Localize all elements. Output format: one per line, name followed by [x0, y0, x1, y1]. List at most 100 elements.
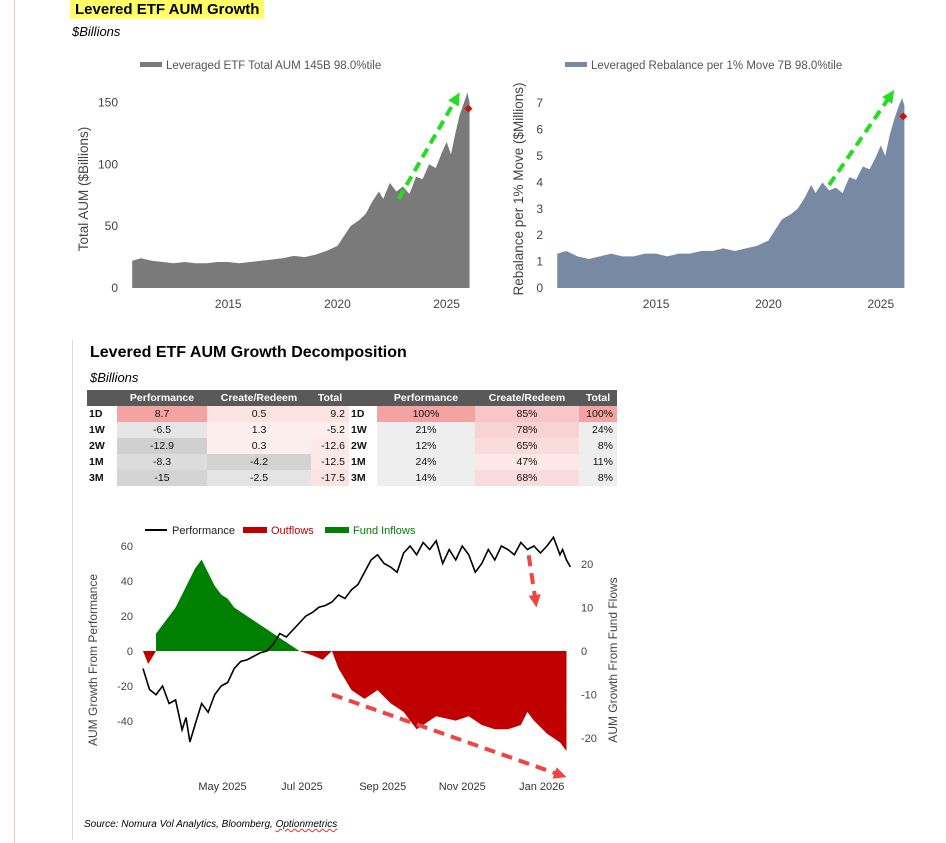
table-cell-cr: 0.5 — [207, 406, 311, 422]
source-note: Source: Nomura Vol Analytics, Bloomberg,… — [84, 819, 337, 830]
decomposition-table: Performance Create/Redeem Total Performa… — [87, 390, 617, 486]
table-cell-cr: 0.3 — [207, 438, 311, 454]
table-cell-perf: -12.9 — [117, 438, 207, 454]
fund-inflows-area — [156, 559, 300, 651]
x-tick-label: 2020 — [755, 297, 782, 311]
y-tick-label: -20 — [117, 681, 133, 693]
table-cell-pct-total: 8% — [579, 438, 617, 454]
table-row: 1W -6.5 1.3 -5.2 1W 21% 78% 24% — [87, 422, 617, 438]
y-axis-label: Total AUM ($Billions) — [76, 127, 91, 252]
y-axis-label: Rebalance per 1% Move ($Millions) — [511, 82, 526, 295]
aum-chart: Leveraged ETF Total AUM 145B 98.0%tile 0 5… — [76, 60, 473, 311]
x-tick-label: 2025 — [867, 297, 894, 311]
table-cell-label: 2W — [87, 438, 117, 454]
outflows-area — [143, 651, 567, 752]
table-cell-pct-perf: 21% — [377, 422, 475, 438]
table-cell-perf: -8.3 — [117, 454, 207, 470]
y2-tick-label: 10 — [581, 603, 593, 615]
trend-arrow — [827, 97, 891, 187]
legend-label-performance: Performance — [172, 525, 235, 537]
latest-marker — [464, 104, 473, 113]
page-edge-line — [14, 0, 15, 843]
y2-tick-label: 20 — [581, 559, 593, 571]
table-cell-pct-perf: 14% — [377, 470, 475, 486]
trend-arrow-head-0 — [528, 594, 541, 608]
header-cell: Total — [579, 390, 617, 406]
y2-axis-label: AUM Growth From Fund Flows — [606, 577, 620, 742]
y-tick-label: 50 — [105, 219, 119, 233]
y-tick-label: 7 — [536, 96, 543, 110]
decomposition-title: Levered ETF AUM Growth Decomposition — [90, 344, 407, 361]
table-cell-pct-cr: 47% — [475, 454, 579, 470]
table-cell-label: 1D — [87, 406, 117, 422]
table-cell-pct-total: 8% — [579, 470, 617, 486]
table-row: 3M -15 -2.5 -17.5 3M 14% 68% 8% — [87, 470, 617, 486]
y-tick-label: -40 — [117, 716, 133, 728]
x-tick-label: Sep 2025 — [359, 781, 406, 793]
x-tick-label: 2015 — [643, 297, 670, 311]
table-cell-pct-total: 24% — [579, 422, 617, 438]
page-subtitle: $Billions — [72, 24, 121, 39]
table-cell-label2: 1M — [349, 454, 377, 470]
table-cell-total: -12.5 — [311, 454, 349, 470]
table-cell-label: 3M — [87, 470, 117, 486]
legend-label-outflows: Outflows — [271, 525, 314, 537]
table-cell-cr: -2.5 — [207, 470, 311, 486]
table-cell-label2: 3M — [349, 470, 377, 486]
trend-arrow-0 — [526, 555, 538, 598]
area-series — [132, 92, 470, 288]
y-tick-label: 3 — [536, 202, 543, 216]
legend-swatch — [565, 62, 587, 67]
x-tick-label: 2020 — [324, 297, 351, 311]
table-header-row: Performance Create/Redeem Total Performa… — [87, 390, 617, 406]
y-tick-label: 0 — [111, 281, 118, 295]
header-cell: Create/Redeem — [207, 390, 311, 406]
table-row: 1D 8.7 0.5 9.2 1D 100% 85% 100% — [87, 406, 617, 422]
legend-swatch-outflows — [243, 527, 267, 533]
y-tick-label: 2 — [536, 228, 543, 242]
header-cell: Create/Redeem — [475, 390, 579, 406]
header-cell — [349, 390, 377, 406]
y-tick-label: 6 — [536, 123, 543, 137]
table-cell-pct-cr: 78% — [475, 422, 579, 438]
page-title: Levered ETF AUM Growth — [70, 0, 265, 19]
x-tick-label: Nov 2025 — [439, 781, 486, 793]
header-cell — [87, 390, 117, 406]
y-tick-label: 5 — [536, 149, 543, 163]
table-cell-pct-perf: 24% — [377, 454, 475, 470]
table-cell-total: -17.5 — [311, 470, 349, 486]
x-tick-label: 2015 — [215, 297, 242, 311]
table-cell-perf: -15 — [117, 470, 207, 486]
x-tick-label: May 2025 — [198, 781, 246, 793]
table-cell-total: -12.6 — [311, 438, 349, 454]
source-prefix: Source: Nomura Vol Analytics, Bloomberg, — [84, 819, 276, 830]
table-cell-pct-total: 100% — [579, 406, 617, 422]
table-cell-label: 1W — [87, 422, 117, 438]
table-cell-label2: 1D — [349, 406, 377, 422]
table-cell-label: 1M — [87, 454, 117, 470]
y-axis-label: AUM Growth From Performance — [86, 574, 100, 746]
y-tick-label: 0 — [127, 646, 133, 658]
trend-arrow — [396, 100, 457, 200]
trend-arrow-1 — [331, 692, 558, 776]
latest-marker — [899, 112, 908, 121]
x-tick-label: Jul 2025 — [281, 781, 323, 793]
y2-tick-label: 0 — [581, 646, 587, 658]
x-tick-label: Jan 2026 — [519, 781, 564, 793]
decomposition-subtitle: $Billions — [90, 370, 139, 385]
table-row: 2W -12.9 0.3 -12.6 2W 12% 65% 8% — [87, 438, 617, 454]
table-cell-pct-total: 11% — [579, 454, 617, 470]
x-tick-label: 2025 — [433, 297, 460, 311]
table-cell-perf: 8.7 — [117, 406, 207, 422]
table-row: 1M -8.3 -4.2 -12.5 1M 24% 47% 11% — [87, 454, 617, 470]
y2-tick-label: -10 — [581, 690, 597, 702]
trend-arrow-head-1 — [552, 767, 567, 779]
source-underlined: Optionmetrics — [275, 819, 338, 830]
table-cell-label2: 1W — [349, 422, 377, 438]
table-cell-pct-perf: 100% — [377, 406, 475, 422]
y-tick-label: 20 — [121, 611, 133, 623]
table-cell-pct-cr: 68% — [475, 470, 579, 486]
rebalance-chart: Leveraged Rebalance per 1% Move 7B 98.0%… — [511, 60, 908, 311]
trend-arrow-head — [882, 90, 895, 104]
header-cell: Total — [311, 390, 349, 406]
